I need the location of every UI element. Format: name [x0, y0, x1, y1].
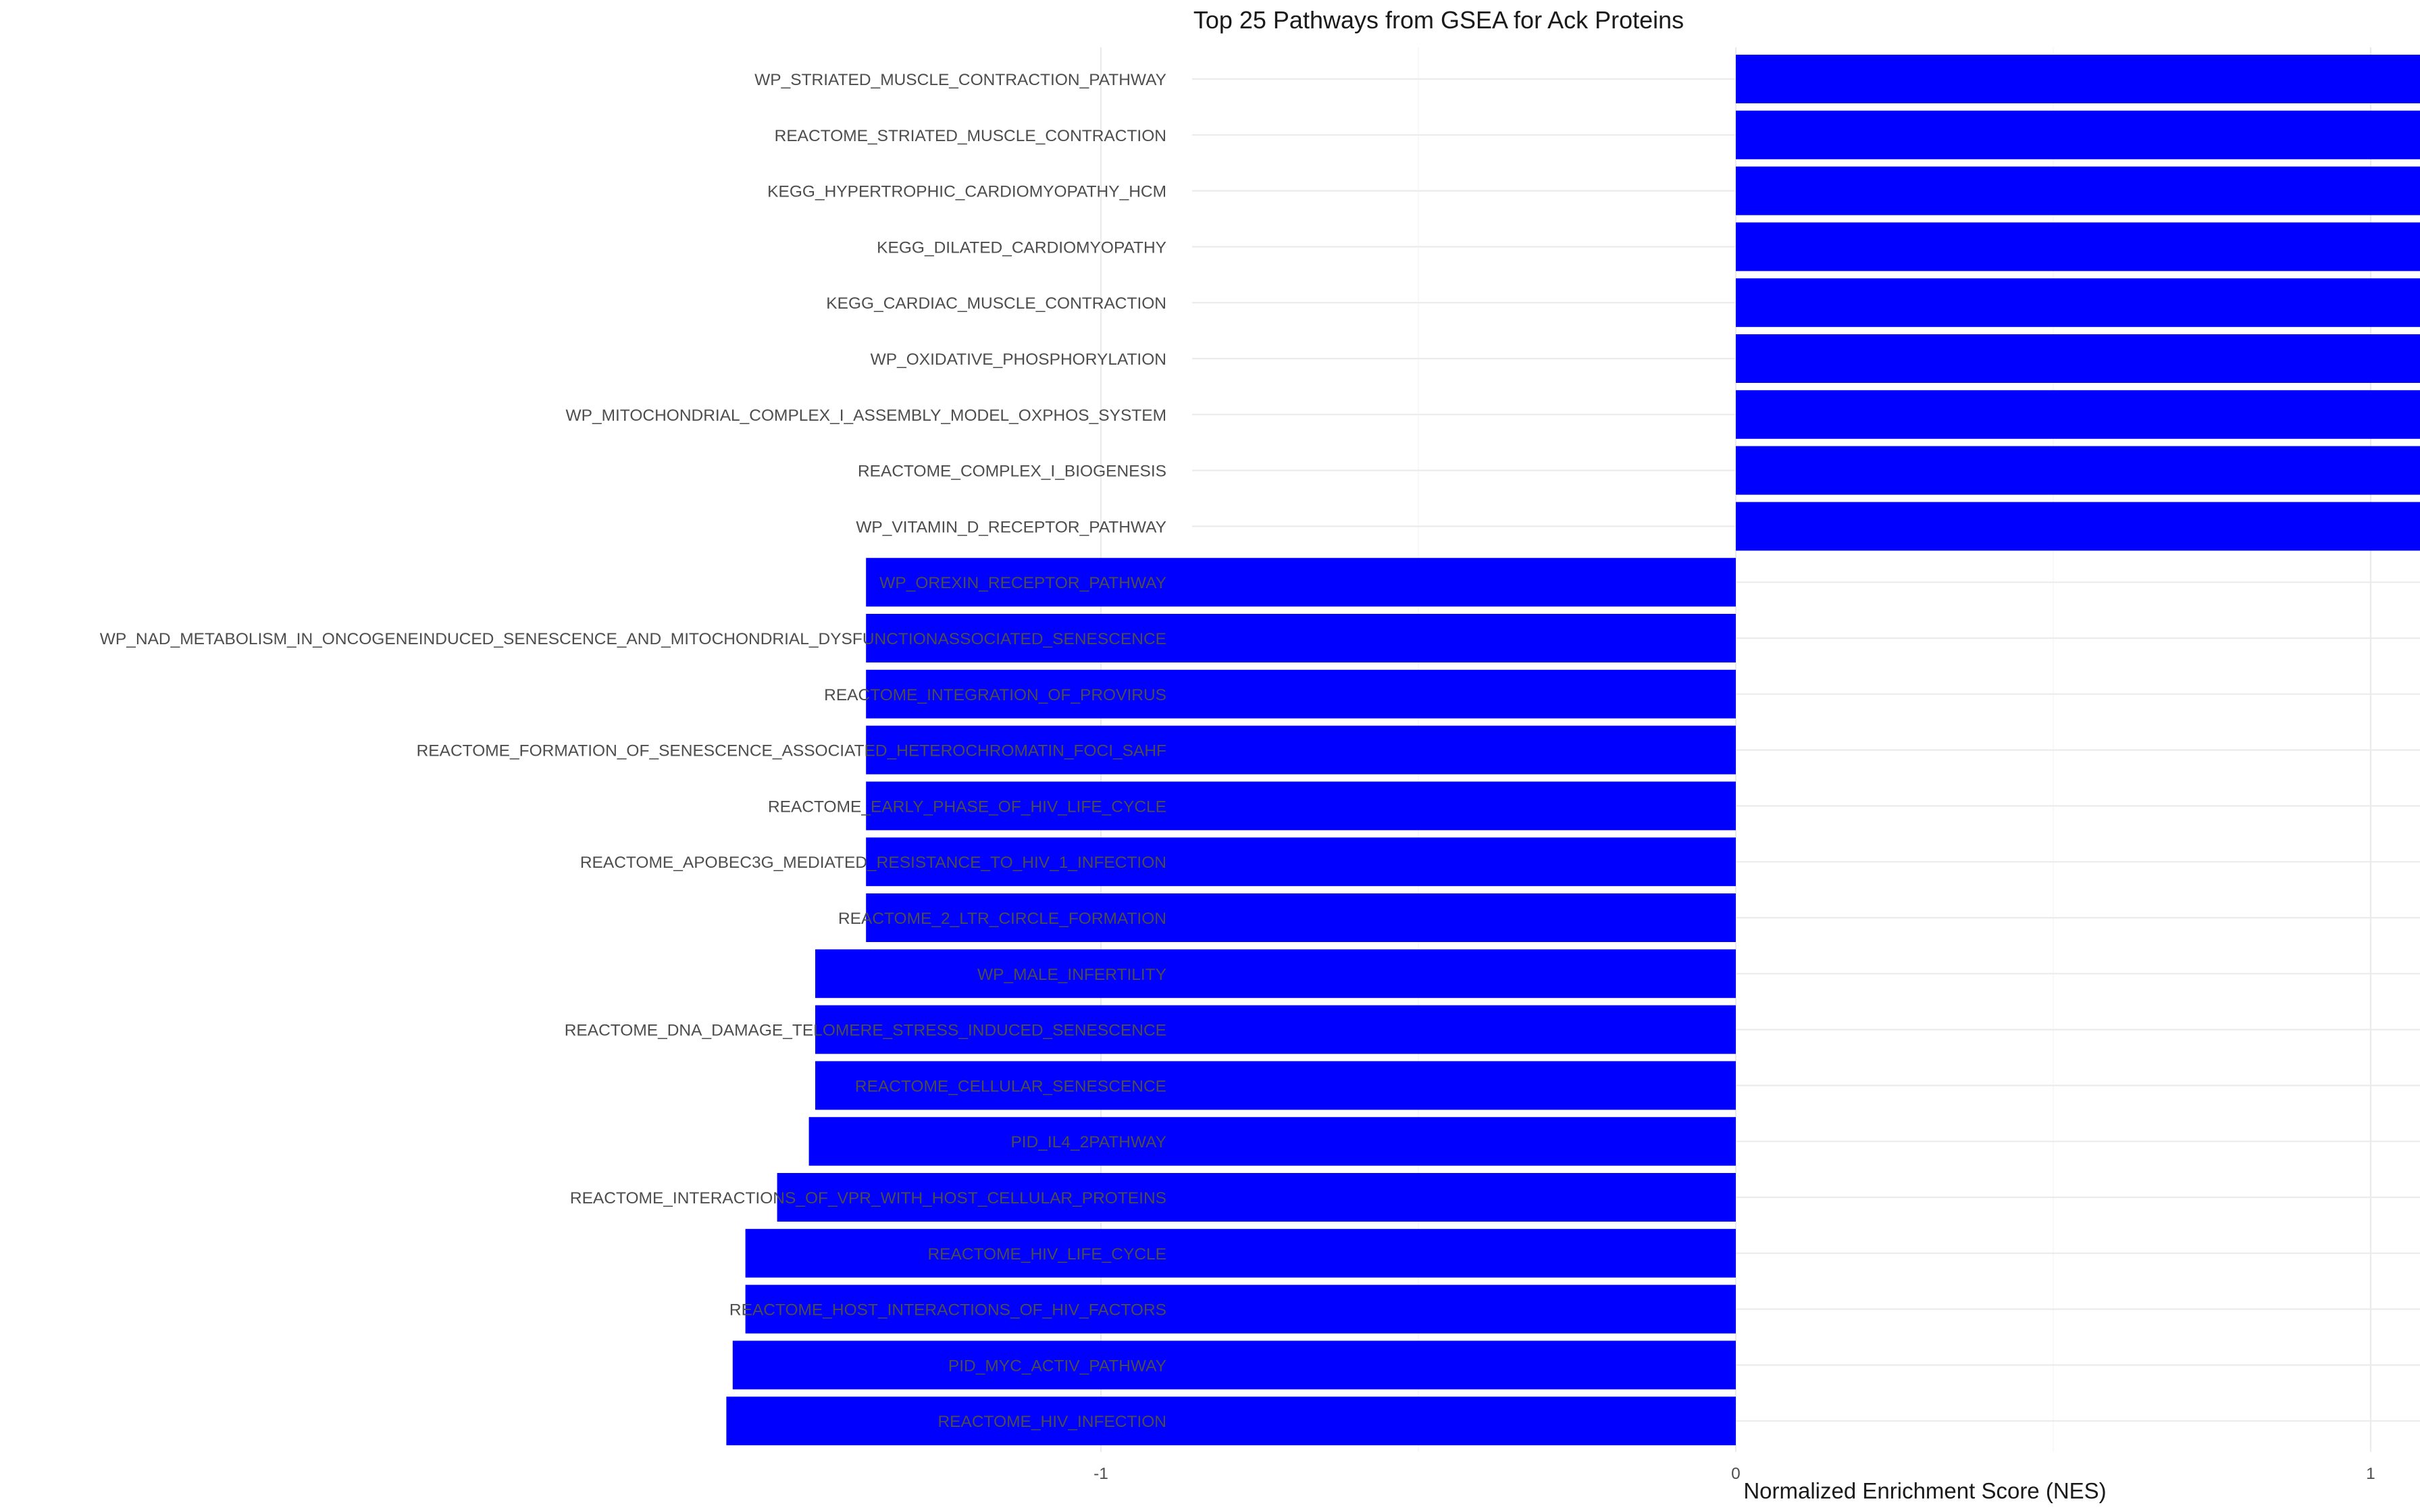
bar — [815, 949, 1736, 998]
bar — [745, 1284, 1736, 1334]
bar — [866, 781, 1736, 831]
bars — [726, 55, 2420, 1446]
bar — [745, 1228, 1736, 1278]
bar — [866, 893, 1736, 942]
category-label: REACTOME_STRIATED_MUSCLE_CONTRACTION — [775, 127, 1166, 145]
x-axis-title: Normalized Enrichment Score (NES) — [1743, 1478, 2106, 1503]
bar — [866, 558, 1736, 607]
bar — [1736, 502, 2420, 551]
bar — [815, 1061, 1736, 1110]
category-label: REACTOME_INTEGRATION_OF_PROVIRUS — [824, 686, 1166, 704]
bar — [726, 1397, 1736, 1446]
category-label: WP_OREXIN_RECEPTOR_PATHWAY — [879, 574, 1166, 592]
category-label: PID_MYC_ACTIV_PATHWAY — [948, 1357, 1166, 1375]
category-label: REACTOME_INTERACTIONS_OF_VPR_WITH_HOST_C… — [570, 1189, 1166, 1207]
category-label: REACTOME_HOST_INTERACTIONS_OF_HIV_FACTOR… — [729, 1301, 1166, 1320]
category-label: KEGG_DILATED_CARDIOMYOPATHY — [877, 238, 1166, 257]
bar — [1736, 222, 2420, 271]
category-label: KEGG_HYPERTROPHIC_CARDIOMYOPATHY_HCM — [767, 183, 1166, 201]
bar — [1736, 446, 2420, 495]
bar — [866, 614, 1736, 662]
bar — [815, 1005, 1736, 1054]
bar — [1736, 390, 2420, 439]
bar — [1736, 278, 2420, 328]
bar — [1736, 166, 2420, 215]
bar — [866, 725, 1736, 775]
x-axis-ticks: -1012 — [1093, 1465, 2375, 1483]
category-label: WP_MALE_INFERTILITY — [977, 966, 1166, 984]
bar — [1736, 110, 2420, 159]
category-label: REACTOME_CELLULAR_SENESCENCE — [855, 1077, 1166, 1095]
category-label: REACTOME_FORMATION_OF_SENESCENCE_ASSOCIA… — [417, 742, 1166, 760]
category-label: REACTOME_COMPLEX_I_BIOGENESIS — [858, 463, 1166, 481]
category-label: REACTOME_HIV_INFECTION — [937, 1413, 1166, 1431]
x-tick-label: -1 — [1093, 1465, 1108, 1483]
x-tick-label: 1 — [2366, 1465, 2375, 1483]
x-tick-label: 0 — [1731, 1465, 1741, 1483]
bar — [808, 1117, 1736, 1166]
category-label: WP_STRIATED_MUSCLE_CONTRACTION_PATHWAY — [754, 71, 1166, 89]
category-label: REACTOME_2_LTR_CIRCLE_FORMATION — [838, 910, 1166, 928]
bar — [732, 1340, 1736, 1390]
chart-title: Top 25 Pathways from GSEA for Ack Protei… — [1193, 6, 1684, 34]
bar — [777, 1173, 1736, 1222]
category-labels: WP_STRIATED_MUSCLE_CONTRACTION_PATHWAY RE… — [100, 71, 1166, 1431]
bar — [1736, 334, 2420, 383]
category-label: REACTOME_HIV_LIFE_CYCLE — [927, 1245, 1166, 1263]
category-label: KEGG_CARDIAC_MUSCLE_CONTRACTION — [826, 294, 1166, 313]
category-label: PID_IL4_2PATHWAY — [1010, 1133, 1166, 1151]
category-label: REACTOME_APOBEC3G_MEDIATED_RESISTANCE_TO… — [580, 854, 1166, 872]
category-label: WP_VITAMIN_D_RECEPTOR_PATHWAY — [856, 518, 1166, 536]
bar — [1736, 55, 2420, 103]
category-label: WP_NAD_METABOLISM_IN_ONCOGENEINDUCED_SEN… — [100, 630, 1166, 648]
category-label: REACTOME_DNA_DAMAGE_TELOMERE_STRESS_INDU… — [565, 1022, 1166, 1040]
category-label: REACTOME_EARLY_PHASE_OF_HIV_LIFE_CYCLE — [768, 798, 1166, 816]
category-label: WP_MITOCHONDRIAL_COMPLEX_I_ASSEMBLY_MODE… — [565, 407, 1166, 425]
bar — [866, 669, 1736, 719]
bar — [866, 837, 1736, 887]
category-label: WP_OXIDATIVE_PHOSPHORYLATION — [871, 350, 1166, 369]
